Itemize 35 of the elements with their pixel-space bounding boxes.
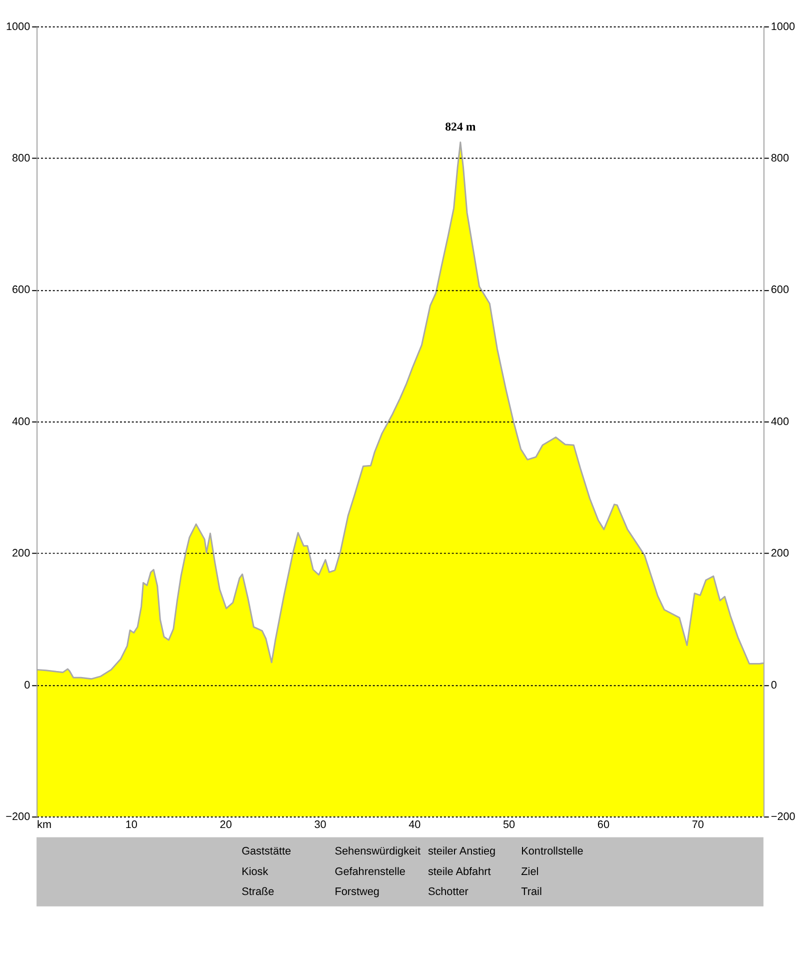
text: Trail <box>521 886 542 898</box>
x-tick-label: km <box>37 818 52 831</box>
y2-tick-label: 600 <box>770 284 789 296</box>
y2-tick-label: 400 <box>770 416 789 428</box>
y-tick-label: 1000 <box>6 20 30 33</box>
text: Straße <box>242 886 274 898</box>
annotation: 824 m <box>445 119 476 134</box>
text: steiler Anstieg <box>428 845 496 858</box>
text: Forstweg <box>334 886 380 898</box>
y2-tick-label: 0 <box>770 679 777 692</box>
y2-tick-label: −200 <box>770 810 796 823</box>
y-tick-label: 800 <box>12 152 30 165</box>
y2-tick-label: 1000 <box>770 20 796 33</box>
text: Ziel <box>521 866 539 878</box>
x-tick-label: 10 <box>125 818 138 831</box>
text: steile Abfahrt <box>428 866 491 878</box>
x-tick-label: 60 <box>597 818 610 831</box>
y-tick-label: 0 <box>24 679 30 692</box>
text: Kontrollstelle <box>521 845 584 858</box>
text: Gefahrenstelle <box>334 866 406 878</box>
text: Sehenswürdigkeit <box>334 845 420 858</box>
text: Kiosk <box>242 866 269 878</box>
x-tick-label: 70 <box>692 818 704 831</box>
y-tick-label: 200 <box>12 548 30 560</box>
text: Schotter <box>428 886 469 898</box>
y2-tick-label: 800 <box>770 152 789 165</box>
x-tick-label: 20 <box>220 818 232 831</box>
y-tick-label: 600 <box>12 284 30 296</box>
y-tick-label: 400 <box>12 416 30 428</box>
x-tick-label: 50 <box>503 818 516 831</box>
y-tick-label: −200 <box>6 810 30 823</box>
x-tick-label: 30 <box>314 818 326 831</box>
text: Gaststätte <box>242 845 292 858</box>
y2-tick-label: 200 <box>770 548 789 560</box>
x-tick-label: 40 <box>408 818 421 831</box>
